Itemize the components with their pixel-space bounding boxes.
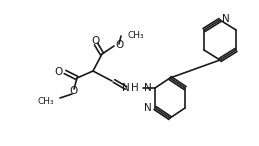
Text: O: O: [115, 40, 123, 50]
Text: CH₃: CH₃: [127, 31, 144, 40]
Text: N: N: [122, 83, 130, 93]
Text: N: N: [144, 83, 152, 93]
Text: O: O: [70, 86, 78, 96]
Text: CH₃: CH₃: [37, 97, 54, 106]
Text: N: N: [222, 14, 230, 24]
Text: H: H: [131, 83, 139, 93]
Text: O: O: [91, 36, 99, 46]
Text: O: O: [55, 67, 63, 77]
Text: N: N: [144, 103, 152, 113]
